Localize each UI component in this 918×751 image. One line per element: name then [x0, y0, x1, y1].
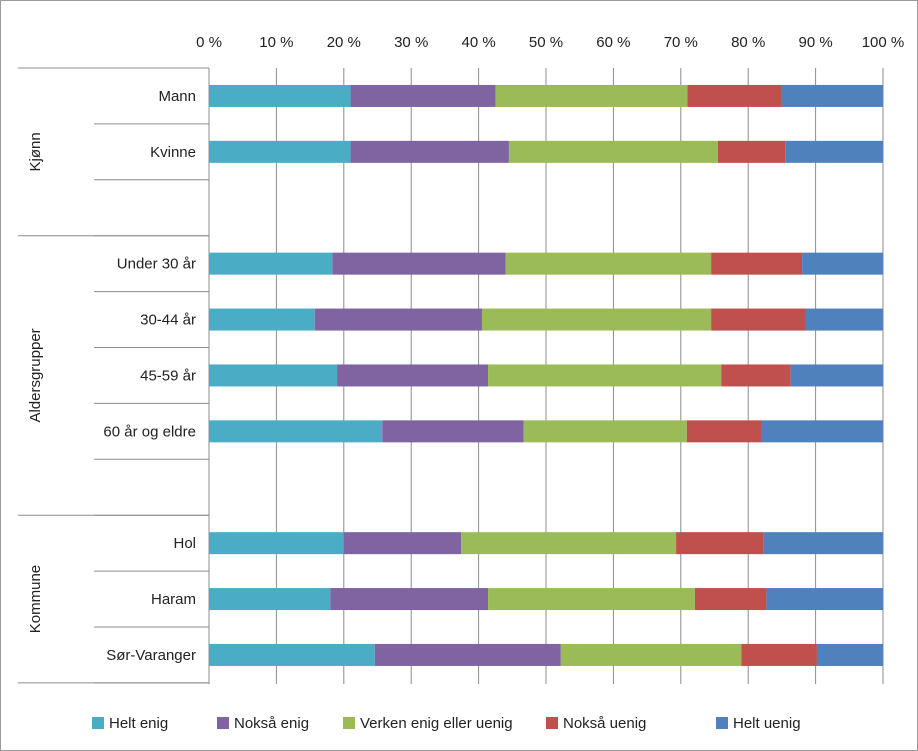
legend-swatch: [343, 717, 355, 729]
bar-segment-nokså-uenig: [676, 532, 764, 555]
bar-segment-nokså-enig: [382, 420, 524, 443]
bar-segment-nokså-uenig: [694, 588, 767, 611]
bar-segment-verken-enig-eller-uenig: [481, 308, 712, 331]
bar-segment-nokså-uenig: [686, 420, 762, 443]
bar-segment-nokså-uenig: [711, 308, 806, 331]
bar-segment-helt-uenig: [781, 84, 883, 107]
bar-segment-helt-enig: [209, 364, 338, 387]
group-label: Aldersgrupper: [27, 328, 44, 422]
group-label: Kjønn: [27, 132, 44, 171]
bar-segment-helt-enig: [209, 588, 331, 611]
x-tick-label: 70 %: [664, 34, 698, 51]
bar-segment-verken-enig-eller-uenig: [560, 643, 742, 666]
x-tick-label: 10 %: [259, 34, 293, 51]
legend-label: Helt uenig: [733, 715, 801, 732]
bar-segment-helt-enig: [209, 308, 315, 331]
bar-segment-nokså-enig: [350, 140, 509, 163]
bar-segment-nokså-uenig: [741, 643, 817, 666]
bar-segment-verken-enig-eller-uenig: [523, 420, 687, 443]
bar-segment-nokså-enig: [343, 532, 462, 555]
x-tick-label: 90 %: [798, 34, 832, 51]
legend-label: Helt enig: [109, 715, 168, 732]
legend-label: Verken enig eller uenig: [360, 715, 513, 732]
bar-segment-helt-enig: [209, 252, 333, 275]
bar-segment-helt-uenig: [766, 588, 883, 611]
bar-segment-helt-uenig: [785, 140, 883, 163]
x-tick-label: 100 %: [862, 34, 905, 51]
bar-segment-helt-uenig: [802, 252, 883, 275]
bar-segment-helt-enig: [209, 84, 351, 107]
bar-segment-nokså-enig: [314, 308, 482, 331]
bar-segment-helt-uenig: [763, 532, 883, 555]
legend: Helt enig Nokså enig Verken enig eller uen…: [92, 715, 801, 732]
category-label: Mann: [158, 88, 196, 105]
bar-segment-nokså-enig: [337, 364, 489, 387]
bar-segment-verken-enig-eller-uenig: [488, 588, 695, 611]
legend-swatch: [546, 717, 558, 729]
bar-segment-helt-enig: [209, 140, 351, 163]
bar-segment-helt-uenig: [790, 364, 883, 387]
legend-label: Nokså uenig: [563, 715, 646, 732]
bar-segment-nokså-enig: [350, 84, 496, 107]
category-label: 30-44 år: [140, 312, 196, 329]
category-label: Sør-Varanger: [106, 647, 196, 664]
legend-swatch: [217, 717, 229, 729]
x-tick-label: 0 %: [196, 34, 222, 51]
bar-segment-nokså-enig: [374, 643, 561, 666]
category-label: Under 30 år: [117, 256, 196, 273]
bar-segment-nokså-enig: [330, 588, 489, 611]
category-label: Hol: [173, 535, 196, 552]
bar-segment-helt-uenig: [761, 420, 883, 443]
category-label: Haram: [151, 591, 196, 608]
x-tick-label: 80 %: [731, 34, 765, 51]
category-label: Kvinne: [150, 144, 196, 161]
category-label: 60 år og eldre: [103, 423, 196, 440]
bar-segment-helt-enig: [209, 420, 383, 443]
legend-label: Nokså enig: [234, 715, 309, 732]
bar-segment-nokså-uenig: [711, 252, 803, 275]
category-label: 45-59 år: [140, 367, 196, 384]
bar-segment-helt-enig: [209, 532, 344, 555]
group-label: Kommune: [27, 565, 44, 633]
bar-segment-helt-uenig: [805, 308, 883, 331]
bar-segment-verken-enig-eller-uenig: [505, 252, 712, 275]
x-tick-label: 20 %: [327, 34, 361, 51]
bar-segment-helt-enig: [209, 643, 375, 666]
bar-segment-nokså-uenig: [717, 140, 786, 163]
legend-swatch: [92, 717, 104, 729]
bar-segment-helt-uenig: [816, 643, 883, 666]
legend-swatch: [716, 717, 728, 729]
x-tick-label: 40 %: [461, 34, 495, 51]
x-tick-label: 30 %: [394, 34, 428, 51]
x-tick-label: 50 %: [529, 34, 563, 51]
bar-segment-verken-enig-eller-uenig: [461, 532, 677, 555]
bar-segment-verken-enig-eller-uenig: [495, 84, 688, 107]
bar-segment-nokså-uenig: [687, 84, 782, 107]
bar-segment-nokså-enig: [332, 252, 506, 275]
axes: 0 % 10 % 20 % 30 % 40 % 50 % 60 % 70 % 80 % 90 % 1…: [18, 34, 905, 684]
bar-segment-verken-enig-eller-uenig: [488, 364, 722, 387]
x-tick-label: 60 %: [596, 34, 630, 51]
bar-segment-verken-enig-eller-uenig: [508, 140, 718, 163]
bars: [209, 84, 883, 666]
bar-segment-nokså-uenig: [721, 364, 791, 387]
